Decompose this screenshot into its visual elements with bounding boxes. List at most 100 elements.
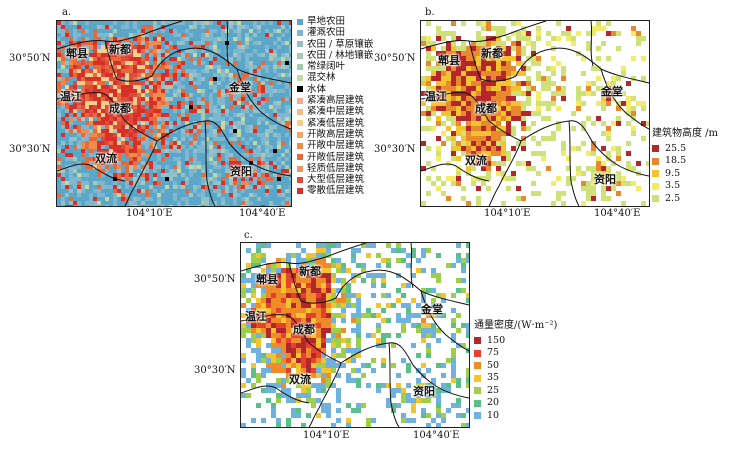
legend-swatch — [652, 182, 659, 190]
legend-label: 25.5 — [665, 142, 687, 154]
legend-item: 轻质低层建筑 — [297, 163, 373, 174]
city-label-jintang-b: 金堂 — [601, 85, 623, 98]
legend-swatch — [474, 387, 481, 395]
legend-swatch — [297, 97, 303, 104]
legend-land-use: 旱地农田 灌溉农田 农田 / 草原镶嵌 农田 / 林地镶嵌 常绿阔叶 混交林 水体 紧凑高层建… — [297, 16, 373, 197]
city-label-xindu: 新都 — [109, 43, 131, 56]
legend-label: 9.5 — [665, 167, 681, 179]
legend-item: 开敞中层建筑 — [297, 140, 373, 151]
legend-item: 10 — [474, 409, 557, 422]
city-label-chengdu-c: 成都 — [293, 323, 315, 336]
legend-item: 开敞高层建筑 — [297, 129, 373, 140]
city-label-wenjiang-b: 温江 — [425, 90, 447, 103]
legend-label: 10 — [487, 409, 500, 421]
legend-label: 紧凑高层建筑 — [307, 95, 365, 107]
panel-b-label: b. — [425, 7, 435, 18]
legend-label: 大型低层建筑 — [307, 174, 365, 186]
legend-label: 18.5 — [665, 155, 687, 167]
legend-item: 农田 / 草原镶嵌 — [297, 39, 373, 50]
legend-label: 常绿阔叶 — [307, 61, 346, 73]
legend-label: 紧凑低层建筑 — [307, 117, 365, 129]
legend-item: 25 — [474, 384, 557, 397]
legend-swatch — [652, 195, 659, 203]
lon-label-right-c: 104°40′E — [413, 430, 460, 441]
legend-swatch — [474, 337, 481, 345]
lat-label-top-c: 30°50′N — [194, 274, 236, 285]
legend-label: 2.5 — [665, 192, 681, 204]
city-label-shuangliu-b: 双流 — [465, 154, 487, 167]
legend-label: 水体 — [307, 83, 327, 95]
legend-swatch — [297, 142, 303, 149]
city-label-pixian-c: 郫县 — [256, 273, 278, 286]
city-label-jintang: 金堂 — [229, 81, 251, 94]
legend-item: 开敞低层建筑 — [297, 152, 373, 163]
city-label-wenjiang-c: 温江 — [245, 310, 267, 323]
legend-swatch — [297, 131, 303, 138]
legend-item: 旱地农田 — [297, 16, 373, 27]
legend-item: 25.5 — [652, 142, 718, 155]
legend-swatch — [474, 362, 481, 370]
legend-item: 150 — [474, 334, 557, 347]
legend-item: 紧凑低层建筑 — [297, 118, 373, 129]
lat-label-top-b: 30°50′N — [374, 53, 416, 64]
legend-item: 2.5 — [652, 192, 718, 205]
city-label-pixian: 郫县 — [66, 47, 88, 60]
city-label-jianyang: 资阳 — [230, 165, 252, 178]
city-label-jintang-c: 金堂 — [421, 303, 443, 316]
legend-swatch — [474, 349, 481, 357]
legend-item: 零散低层建筑 — [297, 185, 373, 196]
city-label-chengdu-b: 成都 — [475, 102, 497, 115]
legend-item: 75 — [474, 347, 557, 360]
legend-swatch — [652, 170, 659, 178]
legend-swatch — [297, 176, 303, 183]
lat-label-top-a: 30°50′N — [9, 53, 51, 64]
legend-item: 20 — [474, 397, 557, 410]
legend-swatch — [297, 165, 303, 172]
city-label-shuangliu-c: 双流 — [289, 373, 311, 386]
legend-swatch — [297, 154, 303, 161]
legend-swatch — [297, 188, 303, 195]
panel-c-map: 郫县 新都 温江 成都 金堂 双流 资阳 — [240, 242, 470, 428]
city-label-chengdu: 成都 — [109, 102, 131, 115]
lon-label-right-b: 104°40′E — [594, 208, 641, 219]
panel-b-map: 郫县 新都 温江 成都 金堂 双流 资阳 — [420, 20, 650, 207]
legend-label: 零散低层建筑 — [307, 185, 365, 197]
lat-label-bottom-c: 30°30′N — [194, 365, 236, 376]
legend-label: 25 — [487, 384, 500, 396]
legend-item: 50 — [474, 359, 557, 372]
lon-label-left-c: 104°10′E — [303, 430, 350, 441]
legend-swatch — [474, 412, 481, 420]
panel-a-label: a. — [62, 7, 72, 18]
panel-a-map: 郫县 新都 温江 成都 金堂 双流 资阳 — [56, 20, 292, 207]
legend-swatch — [474, 374, 481, 382]
legend-swatch — [297, 86, 303, 93]
legend-label: 3.5 — [665, 180, 681, 192]
legend-flux-density: 通量密度/(W·m⁻²) 150 75 50 35 25 20 10 — [474, 320, 557, 422]
legend-label: 150 — [487, 334, 506, 346]
legend-label: 农田 / 林地镶嵌 — [307, 49, 374, 61]
legend-swatch — [297, 75, 303, 82]
city-label-pixian-b: 郫县 — [438, 54, 460, 67]
legend-label: 开敞低层建筑 — [307, 151, 365, 163]
legend-label: 灌溉农田 — [307, 27, 346, 39]
legend-item: 农田 / 林地镶嵌 — [297, 50, 373, 61]
legend-item: 紧凑高层建筑 — [297, 95, 373, 106]
legend-item: 常绿阔叶 — [297, 61, 373, 72]
legend-building-height-title: 建筑物高度 /m — [652, 128, 719, 139]
city-label-wenjiang: 温江 — [60, 90, 82, 103]
lat-label-bottom-b: 30°30′N — [374, 144, 416, 155]
legend-item: 35 — [474, 372, 557, 385]
legend-label: 20 — [487, 397, 500, 409]
legend-swatch — [474, 399, 481, 407]
lat-label-bottom-a: 30°30′N — [9, 144, 51, 155]
legend-label: 35 — [487, 372, 500, 384]
legend-swatch — [297, 120, 303, 127]
city-label-xindu-b: 新都 — [481, 47, 503, 60]
legend-label: 轻质低层建筑 — [307, 162, 365, 174]
legend-item: 混交林 — [297, 72, 373, 83]
city-label-shuangliu: 双流 — [95, 152, 117, 165]
legend-building-height: 建筑物高度 /m 25.5 18.5 9.5 3.5 2.5 — [652, 128, 718, 205]
legend-item: 紧凑中层建筑 — [297, 106, 373, 117]
legend-item: 3.5 — [652, 180, 718, 193]
legend-swatch — [297, 52, 303, 59]
